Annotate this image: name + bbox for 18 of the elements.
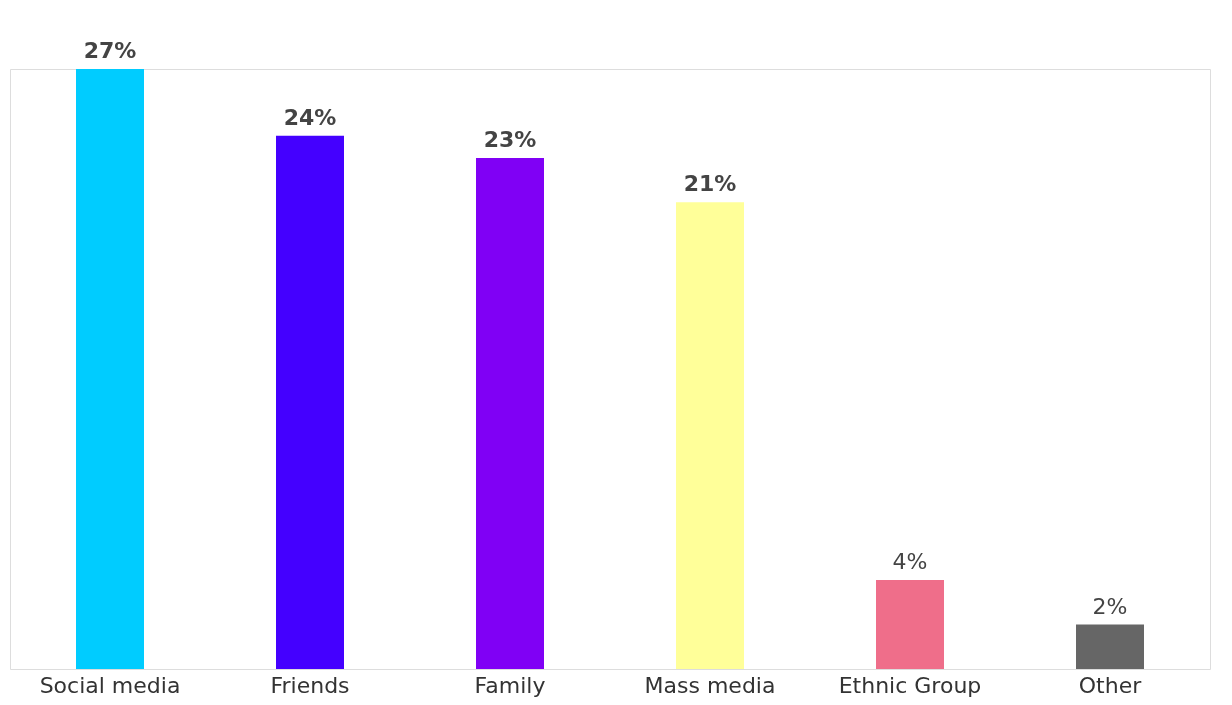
data-label: 2% <box>1092 593 1128 619</box>
bar <box>276 135 344 669</box>
bar <box>76 69 144 669</box>
x-tick-label: Social media <box>39 672 181 698</box>
data-label: 27% <box>83 38 137 63</box>
x-tick-label: Mass media <box>644 672 776 698</box>
data-label: 23% <box>483 126 537 152</box>
data-label: 24% <box>283 104 337 130</box>
data-label: 4% <box>892 549 928 575</box>
bar <box>876 580 944 669</box>
x-tick-label: Family <box>474 672 546 698</box>
x-tick-label: Ethnic Group <box>838 672 982 698</box>
data-label: 21% <box>683 171 737 197</box>
x-tick-label: Friends <box>270 672 350 698</box>
bar <box>676 202 744 669</box>
x-tick-label: Other <box>1078 672 1143 698</box>
bar <box>476 157 544 669</box>
bar <box>1076 624 1144 669</box>
